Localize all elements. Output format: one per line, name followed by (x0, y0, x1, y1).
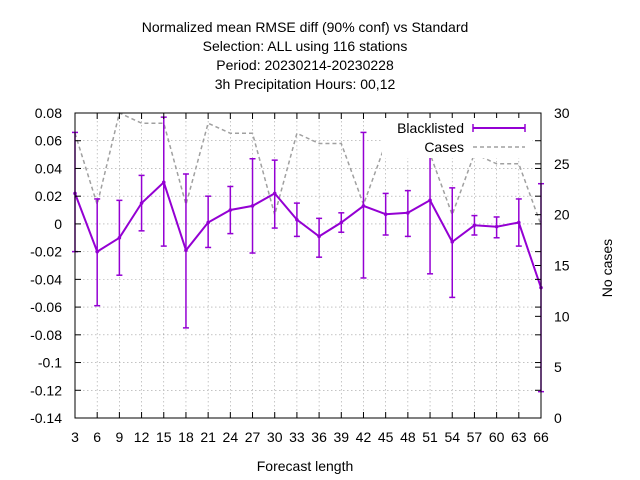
blacklisted-point (472, 223, 477, 228)
y-tick-label: -0.14 (30, 410, 62, 426)
blacklisted-point (272, 191, 277, 196)
blacklisted-point (228, 208, 233, 212)
blacklisted-point (317, 234, 321, 239)
blacklisted-point (517, 220, 521, 225)
x-tick-label: 15 (156, 429, 172, 445)
y-tick-label: -0.04 (30, 271, 62, 287)
blacklisted-point (117, 235, 122, 240)
y-tick-label: -0.02 (30, 244, 62, 260)
title-line: Selection: ALL using 116 stations (203, 38, 408, 54)
blacklisted-point (406, 211, 410, 215)
blacklisted-point (161, 180, 166, 185)
blacklisted-point (428, 198, 432, 203)
x-tick-label: 45 (378, 429, 394, 445)
x-tick-label: 57 (467, 429, 483, 445)
x-tick-label: 12 (134, 429, 150, 445)
grid (74, 112, 542, 419)
y2-tick-label: 10 (554, 308, 570, 324)
y2-tick-label: 20 (554, 207, 570, 223)
blacklisted-point (139, 201, 144, 205)
blacklisted-point (494, 224, 499, 229)
y-tick-label: 0.04 (35, 160, 62, 176)
x-tick-label: 3 (71, 429, 79, 445)
x-tick-label: 66 (533, 429, 549, 445)
y-tick-label: -0.06 (30, 299, 62, 315)
blacklisted-point (250, 204, 255, 208)
legend-background (382, 118, 532, 158)
title-line: Period: 20230214-20230228 (216, 57, 394, 73)
blacklisted-point (450, 240, 455, 244)
y-tick-label: -0.1 (38, 355, 62, 371)
blacklisted-point (361, 204, 366, 208)
blacklisted-line (74, 180, 542, 289)
blacklisted-point (206, 220, 210, 225)
x-tick-label: 6 (93, 429, 101, 445)
blacklisted-point (95, 249, 99, 254)
blacklisted-point (383, 212, 388, 217)
legend-label-cases: Cases (424, 139, 464, 155)
cases-series (74, 111, 542, 226)
x-tick-label: 27 (245, 429, 261, 445)
y2-tick-label: 15 (554, 258, 570, 274)
y-tick-label: 0.02 (35, 188, 62, 204)
y-tick-label: -0.12 (30, 382, 62, 398)
y-tick-label: 0 (54, 216, 62, 232)
blacklisted-series (72, 116, 544, 393)
y-tick-label: -0.08 (30, 327, 62, 343)
blacklisted-point (339, 220, 344, 225)
legend: Blacklisted Cases (382, 118, 532, 158)
title-line: Normalized mean RMSE diff (90% conf) vs … (142, 19, 469, 35)
plot-border (74, 112, 542, 419)
x-tick-label: 63 (511, 429, 527, 445)
x-tick-label: 42 (356, 429, 372, 445)
y2-tick-label: 25 (554, 156, 570, 172)
chart-title: Normalized mean RMSE diff (90% conf) vs … (142, 19, 469, 92)
x-tick-label: 30 (267, 429, 283, 445)
blacklisted-point (184, 248, 188, 253)
x-tick-label: 21 (200, 429, 216, 445)
x-axis-ticks: 3 6 9 12 15 18 21 24 27 30 33 36 39 42 45 48 51 54 57 60 63 6… (71, 113, 549, 445)
x-tick-label: 51 (422, 429, 438, 445)
cases-line (74, 111, 542, 226)
blacklisted-point (295, 217, 299, 222)
x-axis-label: Forecast length (257, 458, 354, 474)
legend-label-blacklisted: Blacklisted (397, 120, 464, 136)
y2-tick-label: 5 (554, 359, 562, 375)
title-line: 3h Precipitation Hours: 00,12 (215, 76, 396, 92)
y2-tick-label: 30 (554, 105, 570, 121)
x-tick-label: 39 (333, 429, 349, 445)
x-tick-label: 33 (289, 429, 305, 445)
y2-tick-label: 0 (554, 410, 562, 426)
x-tick-label: 48 (400, 429, 416, 445)
x-tick-label: 60 (489, 429, 505, 445)
y2-axis-label: No cases (599, 239, 615, 297)
y2-axis-ticks: 30 25 20 15 10 5 0 (535, 105, 570, 426)
x-tick-label: 36 (311, 429, 327, 445)
y-axis-ticks: 0.08 0.06 0.04 0.02 0 -0.02 -0.04 -0.06 -0.08 -0.… (30, 105, 541, 426)
x-tick-label: 54 (444, 429, 460, 445)
y-tick-label: 0.08 (35, 105, 62, 121)
x-tick-label: 24 (223, 429, 239, 445)
y-tick-label: 0.06 (35, 133, 62, 149)
x-tick-label: 9 (115, 429, 123, 445)
x-tick-label: 18 (178, 429, 194, 445)
